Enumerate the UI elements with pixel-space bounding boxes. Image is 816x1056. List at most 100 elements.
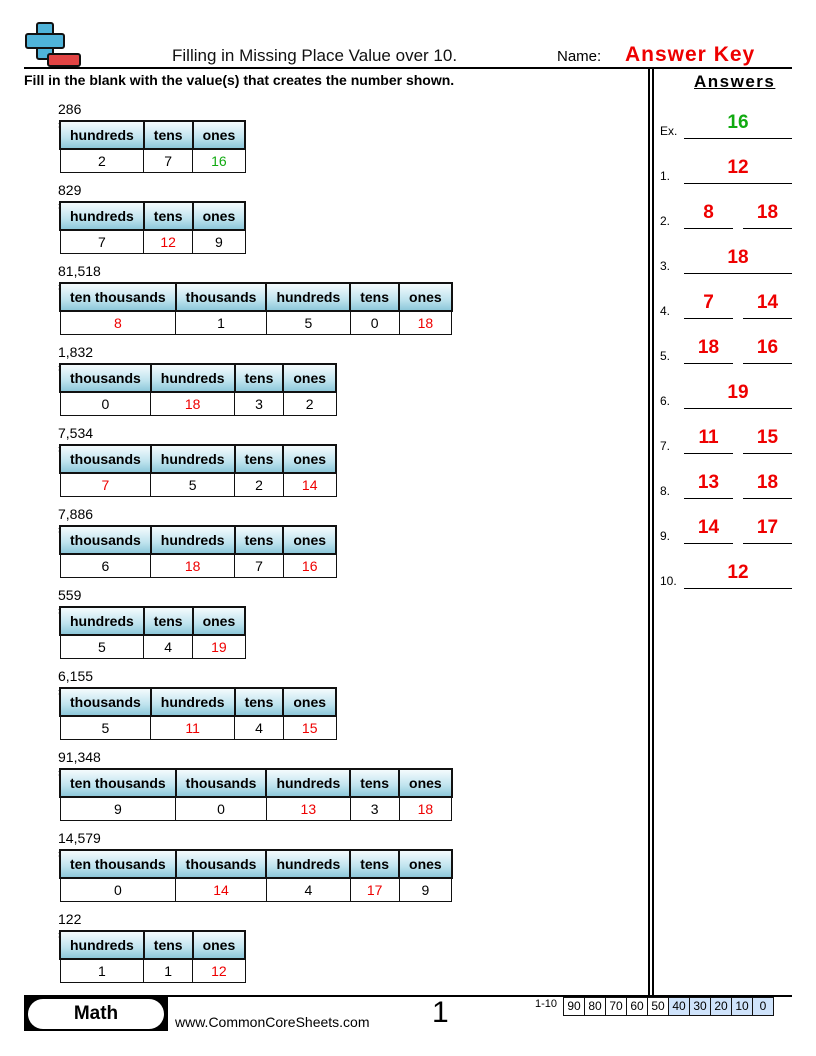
column-header: thousands bbox=[59, 687, 152, 717]
place-value-table: thousands hundreds tens ones 0 18 3 2 bbox=[59, 363, 338, 416]
score-box: 60 bbox=[626, 997, 648, 1016]
answer-cell: 13 bbox=[265, 796, 351, 821]
value-cell: 3 bbox=[234, 391, 284, 416]
value-cell: 2 bbox=[282, 391, 337, 416]
place-value-table: ten thousands thousands hundreds tens ones 8 1… bbox=[59, 282, 453, 335]
value-cell: 2 bbox=[234, 472, 284, 497]
answer-blank bbox=[684, 228, 733, 229]
answer-cell: 15 bbox=[282, 715, 337, 740]
answer-value: 15 bbox=[756, 427, 779, 448]
score-box: 90 bbox=[563, 997, 585, 1016]
answer-cell: 14 bbox=[282, 472, 337, 497]
answer-cell: 19 bbox=[192, 634, 246, 659]
answer-cell: 11 bbox=[150, 715, 236, 740]
answer-blank bbox=[684, 588, 792, 589]
column-header: ten thousands bbox=[59, 849, 177, 879]
column-header: ones bbox=[191, 201, 247, 231]
answer-value: 16 bbox=[727, 112, 749, 133]
score-box: 50 bbox=[647, 997, 669, 1016]
column-header: ten thousands bbox=[59, 282, 177, 312]
column-header: tens bbox=[233, 363, 285, 393]
answer-value: 14 bbox=[697, 517, 720, 538]
answer-label: 7. bbox=[660, 439, 671, 453]
score-boxes: 90 80 70 60 50 40 30 20 10 0 bbox=[563, 997, 774, 1016]
answer-cell: 8 bbox=[59, 310, 177, 335]
answer-value: 8 bbox=[703, 202, 714, 223]
answers-title: Answers bbox=[694, 72, 776, 91]
value-cell: 7 bbox=[234, 553, 284, 578]
answer-value: 16 bbox=[756, 337, 779, 358]
place-value-table: ten thousands thousands hundreds tens ones 0 1… bbox=[59, 849, 453, 902]
column-header: ones bbox=[398, 849, 453, 879]
column-header: thousands bbox=[59, 444, 152, 474]
score-box: 10 bbox=[731, 997, 753, 1016]
answer-label: 3. bbox=[660, 259, 671, 273]
value-cell: 7 bbox=[59, 229, 145, 254]
column-header: ones bbox=[191, 120, 247, 150]
column-header: tens bbox=[142, 120, 194, 150]
answer-blank bbox=[743, 453, 792, 454]
answer-blank bbox=[684, 498, 733, 499]
answer-cell: 18 bbox=[150, 553, 236, 578]
column-header: hundreds bbox=[59, 201, 145, 231]
answer-label: 8. bbox=[660, 484, 671, 498]
website-link[interactable]: www.CommonCoreSheets.com bbox=[175, 1014, 370, 1030]
answer-blank bbox=[684, 408, 792, 409]
answer-blank bbox=[743, 318, 792, 319]
column-header: ones bbox=[282, 444, 338, 474]
column-header: hundreds bbox=[265, 282, 352, 312]
answer-value: 12 bbox=[727, 157, 749, 178]
place-value-table: hundreds tens ones 2 7 16 bbox=[59, 120, 247, 173]
value-cell: 9 bbox=[398, 877, 453, 902]
place-value-table: thousands hundreds tens ones 7 5 2 14 bbox=[59, 444, 338, 497]
worksheet-title: Filling in Missing Place Value over 10. bbox=[172, 46, 458, 65]
answer-cell: 12 bbox=[192, 958, 246, 983]
answer-cell: 12 bbox=[143, 229, 194, 254]
answer-column-divider bbox=[652, 69, 654, 996]
answer-blank bbox=[684, 318, 733, 319]
answer-blank bbox=[684, 363, 733, 364]
score-box: 20 bbox=[710, 997, 732, 1016]
value-cell: 4 bbox=[234, 715, 284, 740]
column-header: hundreds bbox=[149, 444, 236, 474]
answer-blank bbox=[684, 138, 792, 139]
answer-label: Ex. bbox=[660, 124, 678, 138]
answer-cell: 7 bbox=[59, 472, 152, 497]
column-header: tens bbox=[142, 930, 194, 960]
column-header: hundreds bbox=[265, 768, 352, 798]
value-cell: 4 bbox=[265, 877, 351, 902]
place-value-table: hundreds tens ones 5 4 19 bbox=[59, 606, 247, 659]
column-header: hundreds bbox=[265, 849, 352, 879]
answer-value: 18 bbox=[756, 202, 779, 223]
answer-value: 17 bbox=[756, 517, 779, 538]
answer-cell: 18 bbox=[398, 796, 453, 821]
column-header: ones bbox=[191, 606, 247, 636]
value-cell: 3 bbox=[349, 796, 400, 821]
value-cell: 0 bbox=[175, 796, 267, 821]
column-header: thousands bbox=[174, 282, 268, 312]
answer-label: 10. bbox=[660, 574, 677, 588]
value-cell: 1 bbox=[175, 310, 267, 335]
value-cell: 6 bbox=[59, 553, 152, 578]
answer-cell: 14 bbox=[175, 877, 267, 902]
answer-blank bbox=[684, 273, 792, 274]
answer-cell: 17 bbox=[349, 877, 400, 902]
answer-blank bbox=[743, 228, 792, 229]
column-header: ones bbox=[282, 525, 338, 555]
value-cell: 5 bbox=[59, 634, 145, 659]
place-value-table: thousands hundreds tens ones 6 18 7 16 bbox=[59, 525, 338, 578]
answer-label: 5. bbox=[660, 349, 671, 363]
column-header: tens bbox=[142, 201, 194, 231]
answer-value: 12 bbox=[727, 562, 749, 583]
column-header: tens bbox=[233, 444, 285, 474]
value-cell: 2 bbox=[59, 148, 145, 173]
place-value-table: hundreds tens ones 1 1 12 bbox=[59, 930, 247, 983]
answer-value: 14 bbox=[756, 292, 779, 313]
column-header: ones bbox=[282, 687, 338, 717]
score-range-label: 1-10 bbox=[535, 998, 558, 1010]
column-header: ones bbox=[191, 930, 247, 960]
answer-label: 4. bbox=[660, 304, 671, 318]
value-cell: 0 bbox=[349, 310, 400, 335]
score-box: 40 bbox=[668, 997, 690, 1016]
